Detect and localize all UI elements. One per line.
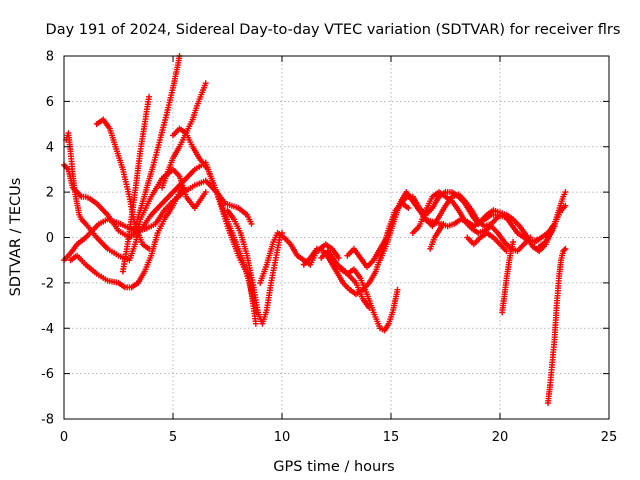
data-point-markers bbox=[170, 125, 257, 304]
data-series bbox=[159, 80, 209, 191]
x-tick-label: 5 bbox=[169, 430, 177, 445]
data-series bbox=[427, 220, 447, 252]
data-series bbox=[464, 230, 510, 255]
data-series bbox=[224, 207, 285, 327]
y-tick-label: 4 bbox=[46, 140, 54, 155]
data-series bbox=[67, 184, 187, 291]
x-tick-label: 15 bbox=[383, 430, 400, 445]
data-point-markers bbox=[464, 230, 510, 255]
chart-title: Day 191 of 2024, Sidereal Day-to-day VTE… bbox=[46, 22, 621, 38]
data-series bbox=[499, 239, 517, 316]
x-axis-label: GPS time / hours bbox=[273, 459, 394, 475]
x-tick-label: 25 bbox=[601, 430, 618, 445]
x-tick-label: 10 bbox=[274, 430, 291, 445]
y-axis-label: SDTVAR / TECUs bbox=[8, 178, 24, 297]
y-tick-label: -8 bbox=[41, 413, 54, 428]
data-point-markers bbox=[545, 245, 569, 407]
x-tick-label: 0 bbox=[60, 430, 68, 445]
data-series bbox=[130, 53, 183, 236]
y-tick-label: -2 bbox=[41, 276, 54, 291]
data-series bbox=[536, 202, 569, 250]
data-point-markers bbox=[333, 261, 373, 311]
plot-area bbox=[61, 53, 569, 407]
data-point-markers bbox=[536, 202, 569, 250]
data-point-markers bbox=[159, 80, 209, 191]
y-tick-label: 6 bbox=[46, 95, 54, 110]
data-series bbox=[333, 261, 373, 311]
y-tick-label: 8 bbox=[46, 50, 54, 65]
data-series bbox=[170, 125, 257, 304]
data-point-markers bbox=[130, 53, 183, 236]
data-point-markers bbox=[499, 239, 517, 316]
y-tick-label: -4 bbox=[41, 322, 54, 337]
data-point-markers bbox=[427, 220, 447, 252]
y-tick-label: 0 bbox=[46, 231, 54, 246]
axis-ticks: 0 5 10 15 20 25 -8 -6 -4 -2 0 2 4 6 8 bbox=[41, 50, 617, 446]
y-tick-label: -6 bbox=[41, 367, 54, 382]
y-tick-label: 2 bbox=[46, 186, 54, 201]
data-point-markers bbox=[67, 184, 187, 291]
data-point-markers bbox=[119, 93, 152, 275]
x-tick-label: 20 bbox=[492, 430, 509, 445]
data-series bbox=[545, 245, 569, 407]
data-point-markers bbox=[224, 207, 285, 327]
data-series bbox=[119, 93, 152, 275]
